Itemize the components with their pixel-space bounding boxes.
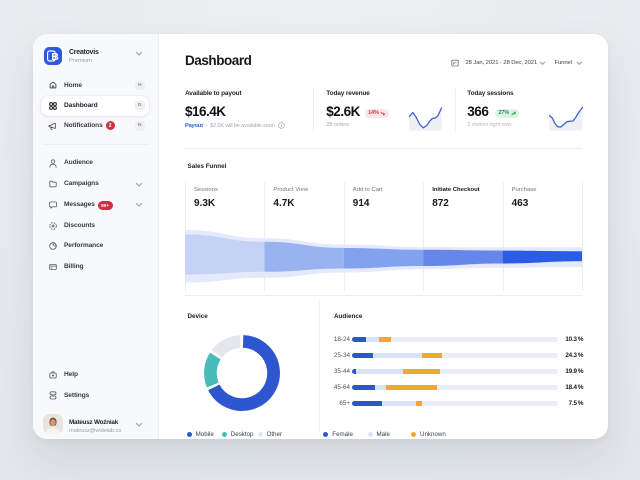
- svg-text:B: B: [51, 51, 59, 63]
